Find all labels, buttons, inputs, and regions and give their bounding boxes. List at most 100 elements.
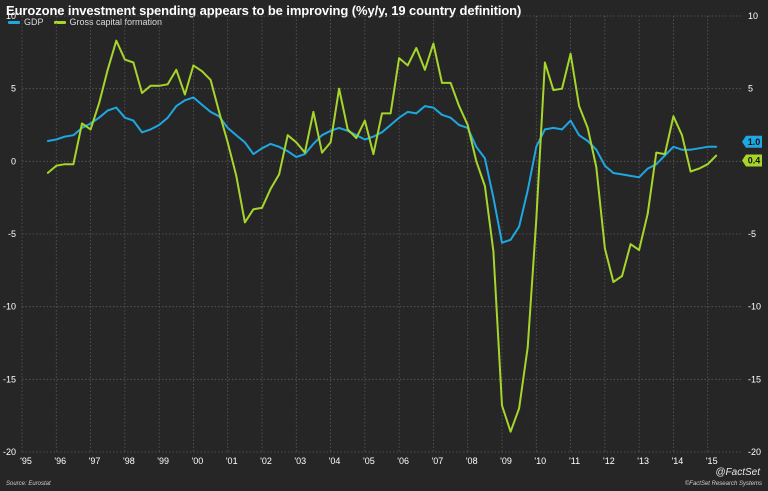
- data-point-gcf: [681, 134, 683, 137]
- data-point-gcf: [706, 163, 709, 166]
- data-point-gdp: [132, 119, 135, 122]
- data-point-gdp: [638, 176, 641, 179]
- data-point-gcf: [355, 137, 358, 139]
- data-point-gdp: [603, 164, 606, 167]
- y-tick-label-left: -10: [3, 302, 16, 312]
- data-point-gcf: [158, 84, 161, 87]
- data-point-gdp: [286, 150, 289, 153]
- data-point-gcf: [63, 163, 66, 166]
- x-tick-label: '15: [706, 456, 718, 466]
- data-point-gdp: [106, 109, 109, 112]
- x-tick-label: '06: [397, 456, 409, 466]
- end-value-label-gdp: 1.0: [748, 137, 761, 147]
- data-point-gcf: [166, 83, 169, 86]
- y-tick-label-right: -20: [748, 447, 761, 457]
- x-tick-label: '10: [534, 456, 546, 466]
- y-tick-label-left: 10: [6, 11, 16, 21]
- data-point-gcf: [278, 173, 281, 176]
- x-tick-label: '11: [569, 456, 580, 466]
- data-point-gcf: [381, 112, 383, 115]
- data-point-gcf: [123, 58, 126, 61]
- x-tick-label: '98: [123, 456, 135, 466]
- data-point-gcf: [415, 47, 418, 49]
- x-tick-label: '96: [54, 456, 66, 466]
- y-tick-label-right: -5: [748, 229, 756, 239]
- data-point-gdp: [269, 142, 272, 145]
- data-point-gdp: [526, 189, 529, 192]
- data-point-gcf: [483, 185, 486, 187]
- data-point-gdp: [295, 156, 298, 158]
- data-point-gcf: [543, 61, 546, 64]
- y-tick-label-right: -10: [748, 302, 761, 312]
- data-point-gcf: [458, 105, 461, 108]
- data-point-gdp: [46, 140, 49, 142]
- x-tick-label: '02: [260, 456, 272, 466]
- data-point-gcf: [561, 87, 563, 90]
- data-point-gcf: [389, 112, 392, 115]
- data-point-gdp: [543, 128, 546, 131]
- data-point-gdp: [629, 174, 632, 177]
- legend-swatch-gdp: [8, 20, 20, 24]
- data-point-gdp: [561, 128, 563, 131]
- data-point-gdp: [381, 131, 383, 134]
- data-point-gcf: [226, 141, 229, 144]
- end-value-label-gcf: 0.4: [748, 156, 761, 166]
- data-point-gdp: [449, 116, 452, 119]
- data-point-gcf: [698, 167, 701, 170]
- data-point-gcf: [81, 122, 83, 125]
- data-point-gdp: [398, 116, 401, 119]
- data-point-gcf: [235, 174, 238, 177]
- data-point-gdp: [115, 106, 118, 109]
- data-point-gcf: [595, 166, 598, 169]
- chart-title: Eurozone investment spending appears to …: [6, 3, 522, 18]
- data-point-gdp: [569, 119, 572, 122]
- data-point-gdp: [706, 145, 709, 148]
- data-point-gcf: [303, 151, 306, 154]
- legend-label-gcf: Gross capital formation: [69, 17, 163, 27]
- data-point-gdp: [329, 129, 332, 132]
- data-point-gcf: [535, 218, 538, 221]
- data-point-gdp: [261, 147, 263, 150]
- data-point-gdp: [243, 141, 246, 144]
- data-point-gdp: [303, 153, 306, 155]
- data-point-gcf: [115, 39, 118, 42]
- data-point-gdp: [63, 135, 66, 138]
- data-point-gcf: [398, 57, 401, 60]
- data-point-gdp: [698, 147, 701, 150]
- y-tick-label-left: 5: [11, 84, 16, 94]
- data-point-gcf: [663, 153, 666, 155]
- x-tick-label: '03: [294, 456, 306, 466]
- data-point-gdp: [492, 196, 495, 199]
- data-point-gcf: [98, 102, 101, 105]
- data-point-gdp: [252, 153, 255, 155]
- data-point-gcf: [492, 250, 495, 253]
- data-point-gcf: [715, 154, 718, 157]
- data-point-gdp: [646, 167, 649, 170]
- data-point-gcf: [432, 42, 435, 45]
- data-point-gdp: [389, 124, 392, 126]
- data-point-gcf: [261, 206, 263, 209]
- data-point-gcf: [475, 160, 478, 163]
- data-point-gcf: [466, 124, 469, 126]
- data-point-gdp: [372, 135, 375, 138]
- data-point-gcf: [286, 134, 289, 137]
- data-point-gcf: [55, 164, 58, 167]
- end-label-box: [742, 135, 762, 148]
- source-note: Source: Eurostat: [6, 481, 51, 487]
- data-point-gdp: [509, 238, 512, 241]
- x-tick-label: '97: [89, 456, 101, 466]
- data-point-gcf: [346, 128, 349, 131]
- x-tick-label: '13: [637, 456, 649, 466]
- data-point-gdp: [595, 148, 598, 151]
- data-point-gcf: [192, 64, 195, 67]
- data-point-gdp: [681, 148, 683, 151]
- data-point-gcf: [586, 127, 589, 129]
- data-point-gdp: [166, 116, 169, 119]
- y-tick-label-left: -20: [3, 447, 16, 457]
- data-point-gdp: [321, 134, 323, 137]
- data-point-gdp: [672, 145, 675, 148]
- data-point-gdp: [578, 134, 581, 137]
- y-tick-label-left: -5: [8, 229, 16, 239]
- data-point-gdp: [312, 142, 315, 145]
